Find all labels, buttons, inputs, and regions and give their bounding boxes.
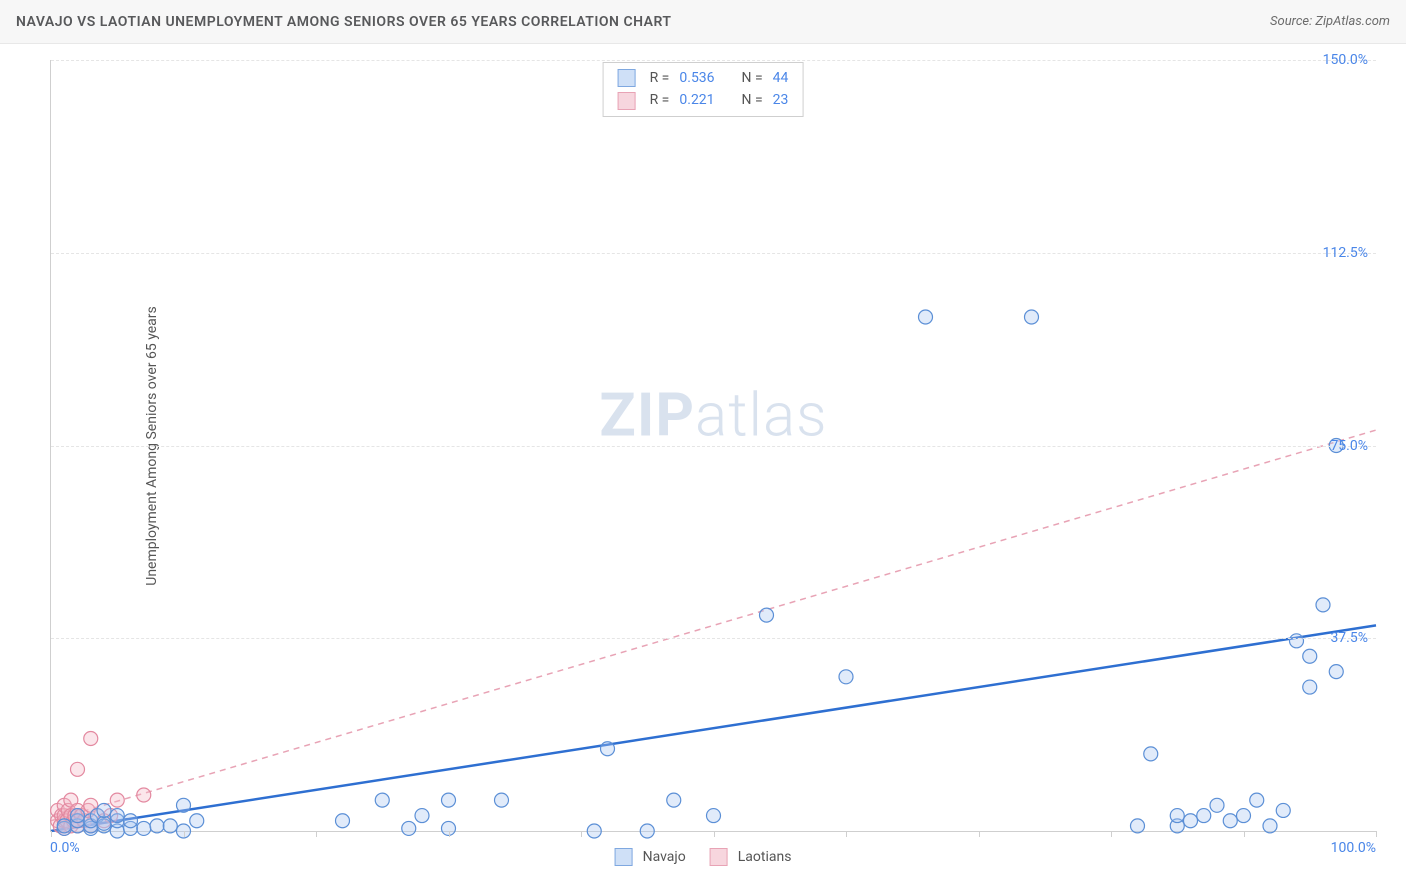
chart-title: NAVAJO VS LAOTIAN UNEMPLOYMENT AMONG SEN… — [16, 14, 672, 30]
x-tick — [449, 831, 450, 837]
y-tick-label: 75.0% — [1330, 438, 1368, 454]
title-bar: NAVAJO VS LAOTIAN UNEMPLOYMENT AMONG SEN… — [0, 0, 1406, 44]
data-point — [124, 814, 138, 828]
legend-item-navajo: Navajo — [615, 848, 686, 866]
swatch-navajo — [618, 69, 636, 87]
data-point — [415, 809, 429, 823]
source-label: Source: ZipAtlas.com — [1270, 14, 1390, 29]
chart-container: NAVAJO VS LAOTIAN UNEMPLOYMENT AMONG SEN… — [0, 0, 1406, 892]
x-tick — [1376, 831, 1377, 837]
data-point — [1250, 793, 1264, 807]
y-tick-label: 37.5% — [1330, 630, 1368, 646]
x-tick — [979, 831, 980, 837]
data-point — [1303, 680, 1317, 694]
data-point — [1210, 798, 1224, 812]
data-point — [707, 809, 721, 823]
gridline — [51, 60, 1376, 61]
data-point — [110, 809, 124, 823]
data-point — [760, 608, 774, 622]
r-label: R = — [650, 89, 670, 111]
data-point — [163, 819, 177, 833]
x-tick — [581, 831, 582, 837]
data-point — [150, 819, 164, 833]
data-point — [919, 310, 933, 324]
gridline — [51, 638, 1376, 639]
x-axis-max-label: 100.0% — [1331, 840, 1376, 856]
swatch-laotians-icon — [710, 848, 728, 866]
data-point — [839, 670, 853, 684]
data-point — [601, 742, 615, 756]
data-point — [375, 793, 389, 807]
data-point — [137, 821, 151, 835]
legend-label-navajo: Navajo — [643, 849, 686, 865]
x-tick — [1244, 831, 1245, 837]
x-axis-min-label: 0.0% — [50, 840, 80, 856]
data-point — [84, 731, 98, 745]
data-point — [1144, 747, 1158, 761]
x-tick — [51, 831, 52, 837]
data-point — [1276, 803, 1290, 817]
trend-line — [51, 430, 1376, 821]
stats-row-laotians: R = 0.221 N = 23 — [618, 89, 789, 111]
data-point — [137, 788, 151, 802]
r-value-navajo: 0.536 — [679, 67, 714, 89]
data-point — [1316, 598, 1330, 612]
r-value-laotians: 0.221 — [679, 89, 714, 111]
y-tick-label: 150.0% — [1323, 52, 1368, 68]
data-point — [1329, 665, 1343, 679]
n-value-laotians: 23 — [773, 89, 789, 111]
gridline — [51, 253, 1376, 254]
n-label: N = — [742, 67, 763, 89]
stats-row-navajo: R = 0.536 N = 44 — [618, 67, 789, 89]
trend-line — [51, 625, 1376, 831]
n-value-navajo: 44 — [773, 67, 789, 89]
x-tick — [184, 831, 185, 837]
swatch-navajo-icon — [615, 848, 633, 866]
data-point — [57, 819, 71, 833]
y-tick-label: 112.5% — [1323, 245, 1368, 261]
data-point — [640, 824, 654, 838]
n-label: N = — [742, 89, 763, 111]
data-point — [667, 793, 681, 807]
legend-bottom: Navajo Laotians — [615, 848, 792, 866]
data-point — [1223, 814, 1237, 828]
data-point — [1237, 809, 1251, 823]
data-point — [402, 821, 416, 835]
x-tick — [714, 831, 715, 837]
data-point — [1290, 634, 1304, 648]
data-point — [1197, 809, 1211, 823]
data-point — [110, 793, 124, 807]
stats-legend-box: R = 0.536 N = 44 R = 0.221 N = 23 — [603, 62, 804, 117]
data-point — [442, 793, 456, 807]
data-point — [1263, 819, 1277, 833]
legend-item-laotians: Laotians — [710, 848, 792, 866]
x-tick — [846, 831, 847, 837]
legend-label-laotians: Laotians — [738, 849, 792, 865]
data-point — [1170, 809, 1184, 823]
data-point — [1184, 814, 1198, 828]
gridline — [51, 446, 1376, 447]
data-point — [97, 803, 111, 817]
data-point — [1303, 649, 1317, 663]
r-label: R = — [650, 67, 670, 89]
data-point — [336, 814, 350, 828]
x-tick — [1111, 831, 1112, 837]
data-point — [97, 816, 111, 830]
swatch-laotians — [618, 92, 636, 110]
data-point — [587, 824, 601, 838]
data-point — [495, 793, 509, 807]
data-point — [190, 814, 204, 828]
data-point — [177, 798, 191, 812]
data-point — [1025, 310, 1039, 324]
x-tick — [316, 831, 317, 837]
data-point — [1131, 819, 1145, 833]
plot-area: ZIPatlas 37.5%75.0%112.5%150.0% — [50, 60, 1376, 832]
data-point — [71, 762, 85, 776]
data-point — [71, 809, 85, 823]
